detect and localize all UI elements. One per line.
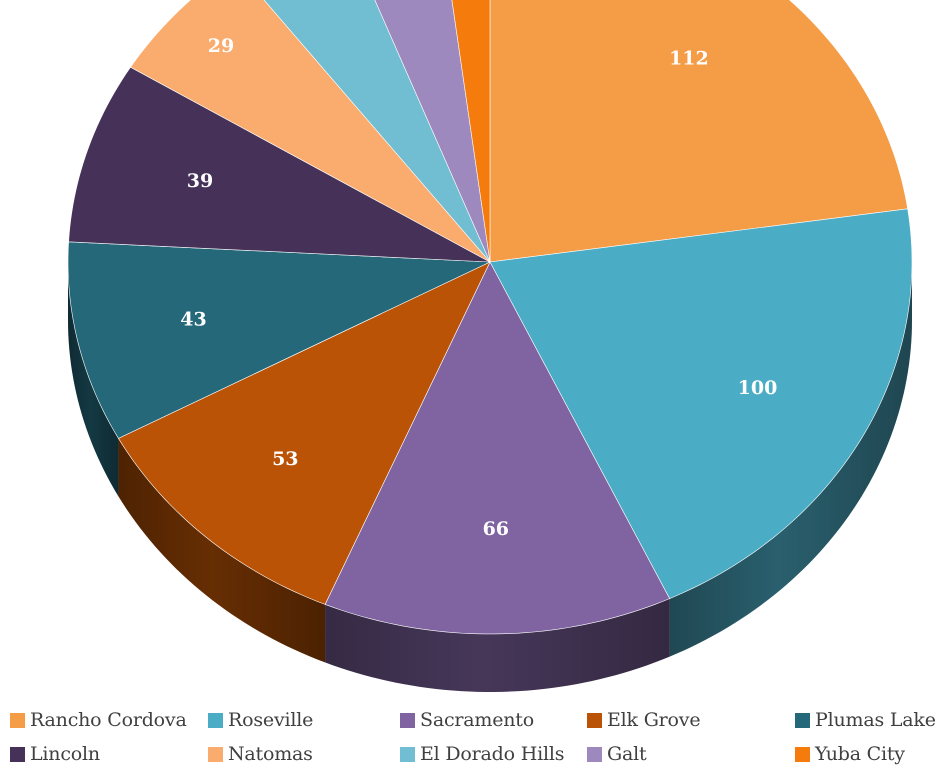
pie-side-shading <box>118 438 326 663</box>
legend-swatch <box>587 746 602 762</box>
data-label: 29 <box>208 35 234 57</box>
legend-swatch <box>795 746 810 762</box>
data-label: 43 <box>180 308 206 330</box>
legend-item: Sacramento <box>400 706 534 734</box>
legend-item: Lincoln <box>10 740 100 768</box>
data-label: 39 <box>187 170 213 192</box>
legend-label: Natomas <box>228 743 313 765</box>
legend-swatch <box>795 712 810 728</box>
legend-swatch <box>208 712 223 728</box>
pie-slice-rancho-cordova <box>489 0 909 263</box>
legend-item: El Dorado Hills <box>400 740 564 768</box>
legend-item: Yuba City <box>795 740 905 768</box>
legend-swatch <box>208 746 223 762</box>
pie-side-shading <box>325 598 670 692</box>
legend-label: Galt <box>607 743 647 765</box>
legend-swatch <box>10 746 25 762</box>
legend-label: Lincoln <box>30 743 100 765</box>
legend-label: Elk Grove <box>607 709 701 731</box>
pie-slice-sacramento <box>324 261 671 635</box>
pie-top-layer <box>67 0 913 635</box>
legend-item: Rancho Cordova <box>10 706 187 734</box>
legend: Rancho Cordova Roseville Sacramento Elk Gro… <box>0 700 948 778</box>
pie-side-shading <box>669 262 912 657</box>
pie-side-layer <box>68 262 912 692</box>
pie-label-layer: 1121006653433929221910 <box>180 35 778 540</box>
data-label: 112 <box>669 48 709 70</box>
legend-label: Roseville <box>228 709 314 731</box>
pie-slice-elk-grove <box>117 261 491 605</box>
legend-item: Natomas <box>208 740 313 768</box>
legend-item: Elk Grove <box>587 706 701 734</box>
pie-slice-natomas <box>130 0 491 263</box>
legend-item: Plumas Lake <box>795 706 936 734</box>
legend-label: Sacramento <box>420 709 534 731</box>
data-label: 100 <box>738 377 778 399</box>
legend-label: Rancho Cordova <box>30 709 187 731</box>
legend-label: Yuba City <box>815 743 905 765</box>
legend-swatch <box>400 746 415 762</box>
pie-slice-lincoln <box>68 66 491 263</box>
pie-slice-plumas-lake <box>67 241 491 439</box>
pie-slice-el-dorado-hills <box>263 0 491 263</box>
data-label: 66 <box>483 518 509 540</box>
pie-slice-roseville <box>489 208 913 600</box>
legend-label: Plumas Lake <box>815 709 936 731</box>
legend-item: Roseville <box>208 706 313 734</box>
data-label: 53 <box>272 448 298 470</box>
legend-label: El Dorado Hills <box>420 743 565 765</box>
pie-side-shading <box>68 262 119 497</box>
legend-swatch <box>10 712 25 728</box>
legend-swatch <box>587 712 602 728</box>
legend-item: Galt <box>587 740 647 768</box>
pie-chart: 1121006653433929221910 <box>67 0 913 692</box>
legend-swatch <box>400 712 415 728</box>
pie-slice-yuba-city <box>451 0 491 263</box>
